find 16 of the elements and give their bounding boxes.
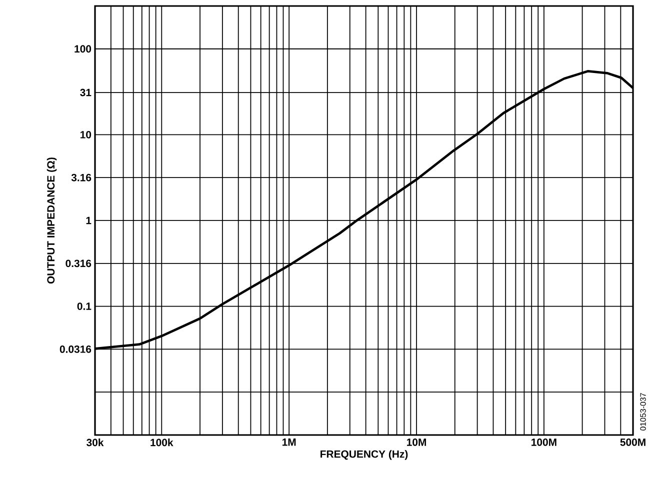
x-tick-label: 500M — [620, 438, 646, 446]
y-tick-label: 100 — [74, 45, 92, 53]
x-tick-label: 100M — [532, 438, 556, 446]
y-axis-title: OUTPUT IMPEDANCE (Ω) — [46, 158, 57, 284]
y-tick-label: 10 — [80, 130, 92, 138]
x-tick-label: 1M — [282, 438, 296, 446]
x-axis-title: FREQUENCY (Hz) — [320, 450, 408, 460]
y-tick-label: 0.1 — [77, 302, 92, 310]
y-tick-label: 3.16 — [71, 174, 92, 182]
y-tick-label: 1 — [86, 216, 92, 224]
x-tick-label: 100k — [150, 438, 174, 446]
x-tick-label: 30k — [86, 438, 104, 446]
x-tick-label: 10M — [406, 438, 426, 446]
y-tick-label: 31 — [80, 88, 92, 96]
y-tick-label: 0.0316 — [60, 346, 92, 353]
y-tick-label: 0.316 — [66, 260, 92, 268]
